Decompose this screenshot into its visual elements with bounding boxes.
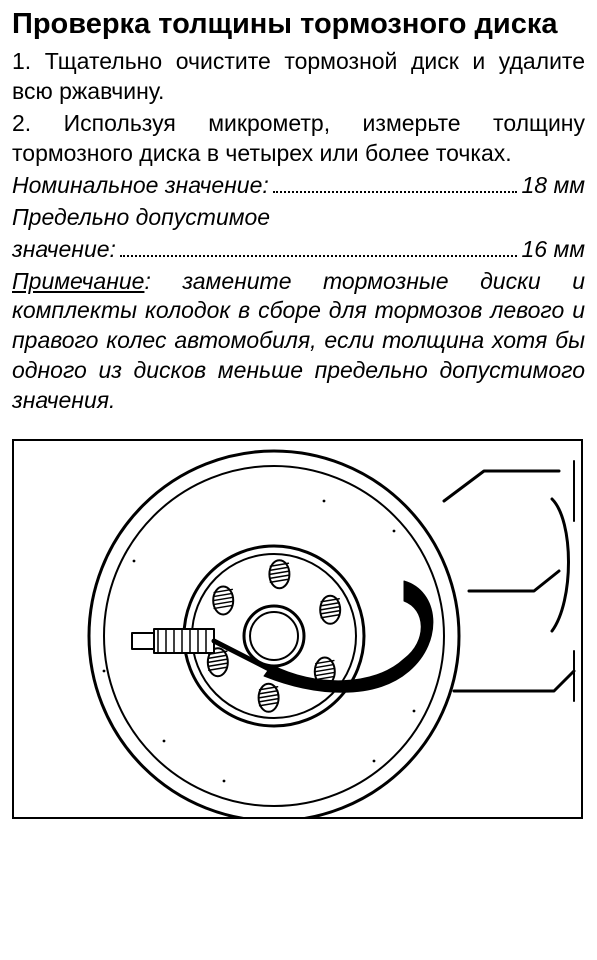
brake-disc-diagram xyxy=(14,441,581,817)
spec-limit-label-line1: Предельно допустимое xyxy=(12,203,585,233)
manual-page: Проверка толщины тормозного диска 1. Тща… xyxy=(0,0,597,831)
spec-limit: Предельно допустимое значение: 16 мм xyxy=(12,203,585,265)
spec-nominal-label: Номинальное значение: xyxy=(12,171,269,201)
step-1: 1. Тщательно очистите тормозной диск и у… xyxy=(12,47,585,107)
step-2: 2. Используя микрометр, измерьте толщину… xyxy=(12,109,585,169)
leader-dots xyxy=(273,191,518,193)
spec-nominal-value: 18 мм xyxy=(521,171,585,201)
note-label: Примечание xyxy=(12,268,144,294)
spec-limit-value: 16 мм xyxy=(521,235,585,265)
page-title: Проверка толщины тормозного диска xyxy=(12,8,585,41)
spec-limit-label-line2: значение: xyxy=(12,235,116,265)
spec-nominal: Номинальное значение: 18 мм xyxy=(12,171,585,201)
figure xyxy=(12,439,583,819)
note: Примечание: замените тормозные диски и к… xyxy=(12,267,585,416)
leader-dots xyxy=(120,255,518,257)
